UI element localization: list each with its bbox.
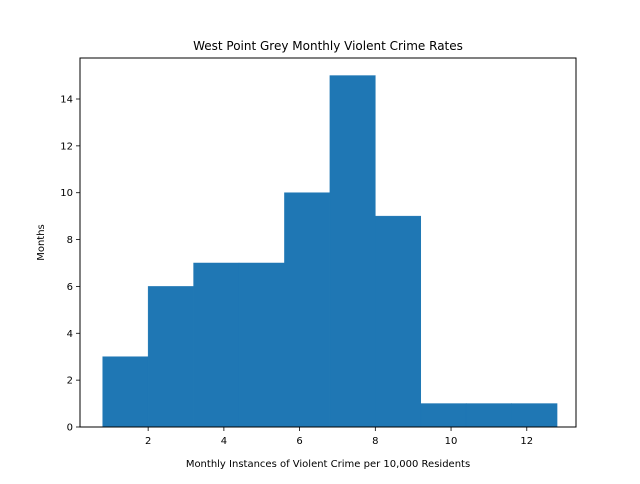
histogram-bar [284, 192, 331, 428]
x-tick-label: 6 [296, 436, 302, 447]
y-tick-label: 12 [60, 141, 73, 152]
histogram-bar [193, 262, 240, 428]
histogram-bar [102, 356, 149, 428]
y-tick-label: 0 [67, 423, 73, 434]
x-tick-label: 2 [145, 436, 151, 447]
histogram-bar [329, 75, 376, 428]
chart-title: West Point Grey Monthly Violent Crime Ra… [193, 39, 463, 53]
x-tick-label: 4 [221, 436, 227, 447]
y-tick-label: 10 [60, 188, 73, 199]
x-tick-label: 10 [445, 436, 458, 447]
y-tick-label: 8 [67, 235, 73, 246]
x-axis-label: Monthly Instances of Violent Crime per 1… [186, 459, 470, 470]
histogram-bar [511, 403, 558, 428]
y-tick-label: 4 [67, 329, 73, 340]
bars-group [102, 75, 558, 428]
x-tick-label: 8 [372, 436, 378, 447]
histogram-bar [465, 403, 512, 428]
histogram-bar [420, 403, 467, 428]
y-tick-label: 2 [67, 376, 73, 387]
y-tick-label: 6 [67, 282, 73, 293]
x-tick-label: 12 [520, 436, 533, 447]
x-axis-ticks: 2 4 6 8 10 12 [145, 427, 533, 447]
y-tick-label: 14 [60, 95, 73, 106]
y-axis-ticks: 0 2 4 6 8 10 12 14 [60, 95, 80, 434]
histogram-bar [375, 215, 422, 428]
histogram-bar [238, 262, 285, 428]
histogram-bar [147, 286, 194, 428]
plot-frame [79, 57, 577, 428]
y-axis-label: Months [36, 224, 47, 261]
